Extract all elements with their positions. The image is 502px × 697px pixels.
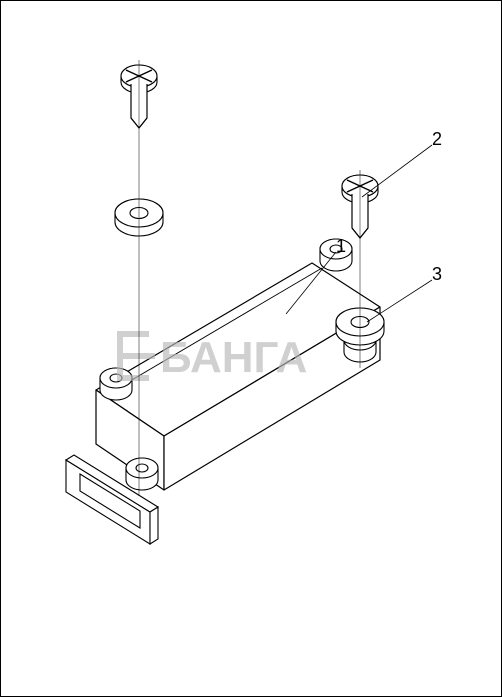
callout-2: 2 [432,129,442,149]
watermark-text: БАНГА [160,333,307,382]
callout-1: 1 [336,236,346,256]
callout-3: 3 [432,264,442,284]
